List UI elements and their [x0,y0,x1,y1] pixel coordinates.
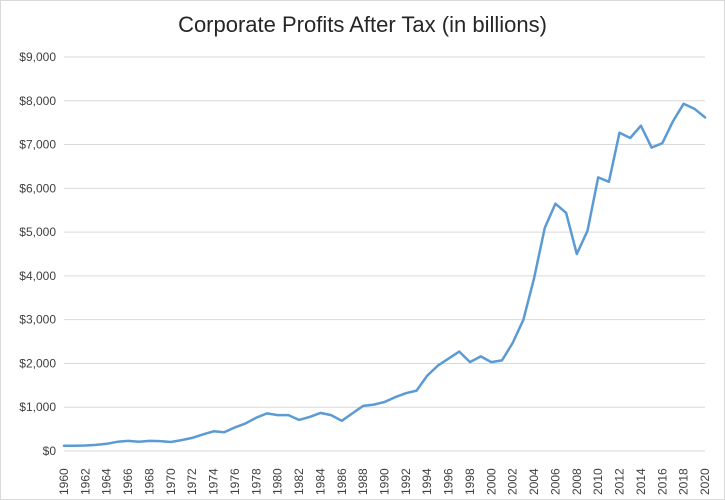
x-tick-label: 2018 [677,468,691,495]
x-tick-label: 1966 [121,468,135,495]
x-tick-label: 1982 [292,468,306,495]
x-tick-label: 1998 [463,468,477,495]
y-tick-label: $8,000 [19,94,56,108]
x-tick-label: 1972 [185,468,199,495]
x-tick-label: 2004 [527,468,541,495]
x-tick-label: 1976 [228,468,242,495]
x-tick-label: 1984 [313,468,327,495]
y-tick-label: $5,000 [19,225,56,239]
x-tick-label: 1986 [335,468,349,495]
y-tick-label: $0 [43,444,57,458]
x-tick-label: 2002 [506,468,520,495]
x-tick-label: 2000 [484,468,498,495]
y-tick-label: $9,000 [19,50,56,64]
x-tick-label: 1980 [271,468,285,495]
x-tick-label: 1960 [57,468,71,495]
x-tick-label: 1994 [420,468,434,495]
chart-title: Corporate Profits After Tax (in billions… [178,12,547,37]
x-tick-label: 1964 [100,468,114,495]
y-axis-ticks: $0 $1,000 $2,000 $3,000 $4,000 $5,000 $6,000 $7… [19,50,56,458]
x-tick-label: 1968 [142,468,156,495]
x-tick-label: 2008 [570,468,584,495]
x-tick-label: 2006 [548,468,562,495]
y-tick-label: $7,000 [19,138,56,152]
x-tick-label: 2016 [655,468,669,495]
x-tick-label: 1970 [164,468,178,495]
x-tick-label: 1974 [207,468,221,495]
x-tick-label: 1992 [399,468,413,495]
y-tick-label: $6,000 [19,181,56,195]
x-tick-label: 1962 [78,468,92,495]
x-tick-label: 1990 [378,468,392,495]
y-tick-label: $1,000 [19,400,56,414]
x-axis-ticks: 1960 1962 1964 1966 1968 1970 1972 1974 1976 1978… [57,468,712,495]
y-tick-label: $3,000 [19,313,56,327]
x-tick-label: 2010 [591,468,605,495]
y-tick-label: $2,000 [19,356,56,370]
x-tick-label: 2020 [698,468,712,495]
x-tick-label: 1996 [442,468,456,495]
series-line [62,102,707,447]
x-tick-label: 1978 [249,468,263,495]
x-tick-label: 2014 [634,468,648,495]
x-tick-label: 2012 [613,468,627,495]
series-layer [62,102,707,447]
x-tick-label: 1988 [356,468,370,495]
y-tick-label: $4,000 [19,269,56,283]
gridlines [64,56,705,452]
